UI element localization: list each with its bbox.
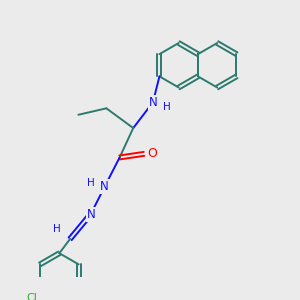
Text: N: N (86, 208, 95, 221)
Text: O: O (147, 147, 157, 161)
Text: Cl: Cl (26, 293, 37, 300)
Text: H: H (52, 224, 60, 234)
Text: H: H (163, 101, 170, 112)
Text: N: N (148, 96, 158, 109)
Text: N: N (100, 180, 109, 194)
Text: H: H (87, 178, 95, 188)
